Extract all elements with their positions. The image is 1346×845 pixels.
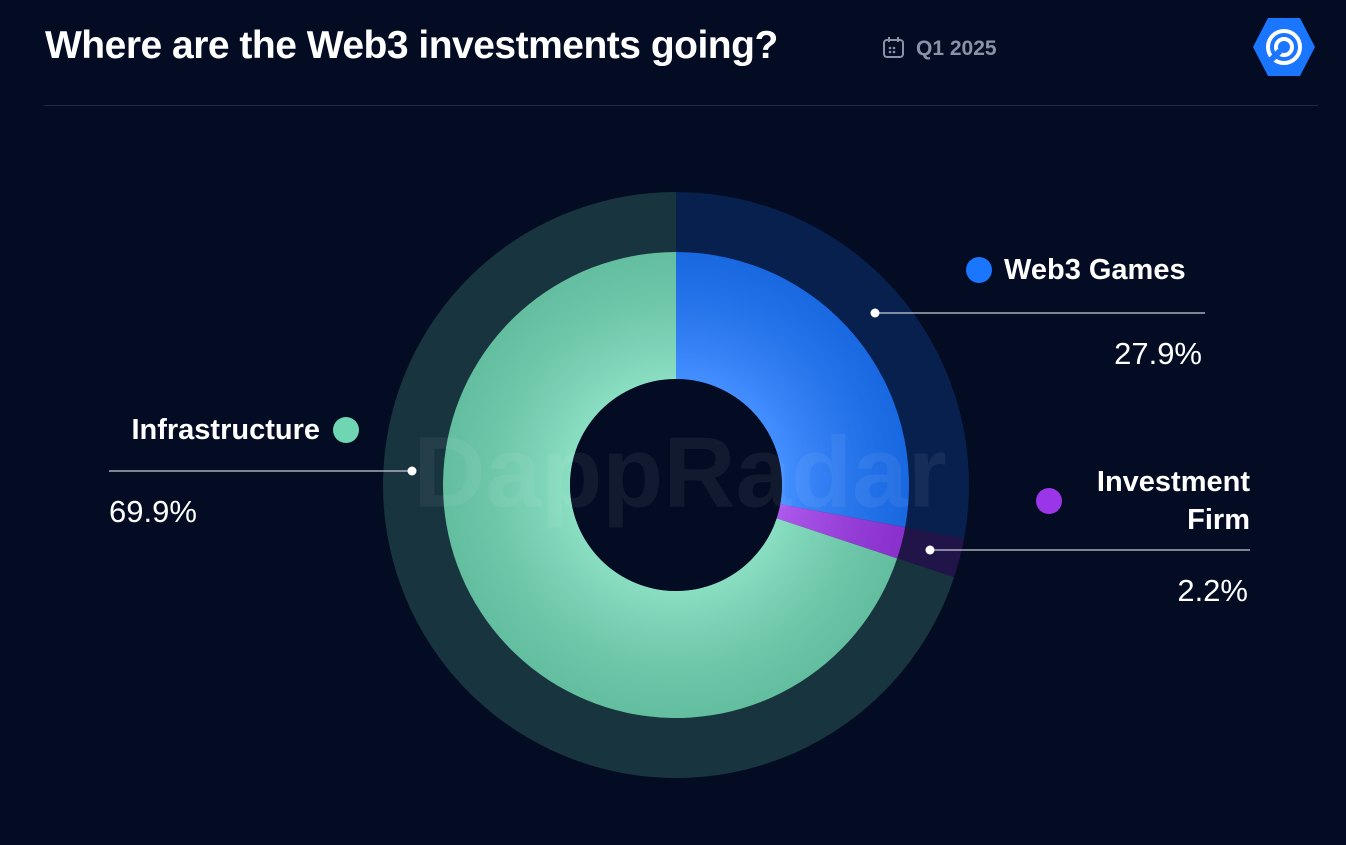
chart-title: Where are the Web3 investments going?: [45, 24, 778, 67]
leader-dot: [925, 545, 935, 555]
legend-dot: [966, 257, 992, 283]
chart-subtitle: Q1 2025: [916, 37, 997, 60]
leader-dot: [870, 308, 880, 318]
value-label: 27.9%: [1114, 336, 1202, 371]
value-label: 2.2%: [1177, 573, 1248, 608]
calendar-icon: [883, 37, 904, 58]
value-label: 69.9%: [109, 494, 197, 529]
category-label: Web3 Games: [1004, 254, 1186, 286]
category-label: Infrastructure: [131, 414, 320, 446]
legend-dot: [1036, 488, 1062, 514]
donut-hole: [570, 379, 782, 591]
legend-dot: [333, 417, 359, 443]
watermark: DappRadar: [413, 416, 946, 528]
logo: [1253, 18, 1315, 76]
header-divider: [44, 105, 1318, 106]
leader-dot: [407, 466, 417, 476]
category-label: Investment Firm: [1096, 466, 1250, 536]
